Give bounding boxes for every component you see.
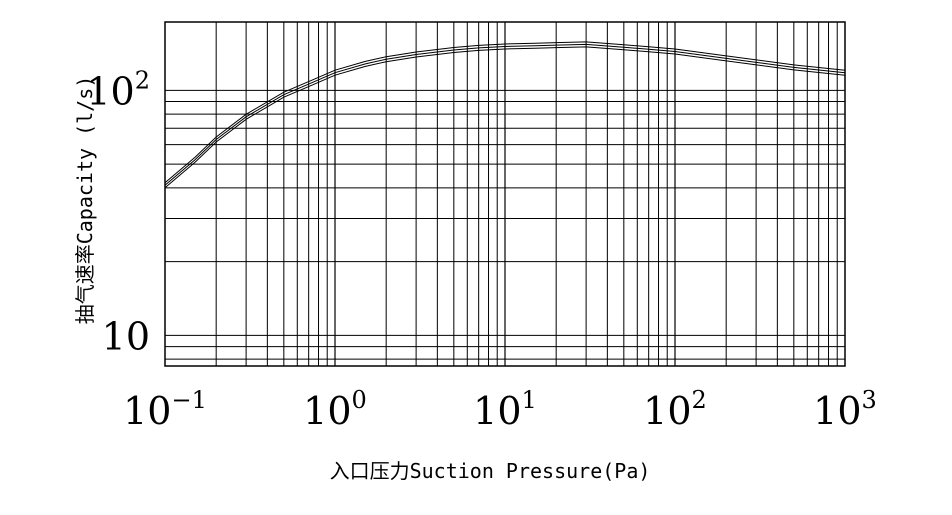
series-line	[164, 41, 846, 184]
x-axis-title: 入口压力Suction Pressure(Pa)	[330, 459, 651, 483]
y-tick-base: 10	[86, 69, 134, 113]
x-tick-labels: 10−1 100 101 102 103	[123, 386, 877, 433]
y-tick-label: 10	[102, 314, 150, 358]
series-group	[164, 41, 846, 189]
x-tick-label: 101	[473, 386, 537, 433]
x-tick-base: 10	[643, 389, 691, 433]
plot-frame	[164, 21, 846, 367]
horizontal-gridlines	[165, 89, 845, 360]
x-tick-exponent: 1	[522, 386, 537, 414]
x-tick-label: 103	[813, 386, 877, 433]
x-tick-exponent: 2	[692, 386, 707, 414]
x-tick-exponent: 0	[352, 386, 367, 414]
x-tick-exponent: 3	[862, 386, 877, 414]
vertical-gridlines	[215, 22, 838, 366]
y-tick-base: 10	[102, 314, 150, 358]
x-tick-label: 100	[303, 386, 367, 433]
y-axis-title: 抽气速率Capacity (l/s)	[73, 76, 97, 325]
x-tick-exponent: −1	[171, 386, 206, 414]
series-line	[164, 43, 846, 186]
x-tick-label: 102	[643, 386, 707, 433]
plot-border	[164, 21, 846, 367]
x-tick-base: 10	[303, 389, 351, 433]
series-line	[164, 46, 846, 189]
x-tick-base: 10	[123, 389, 171, 433]
y-tick-label: 102	[86, 66, 150, 113]
x-tick-label: 10−1	[123, 386, 207, 433]
x-tick-base: 10	[473, 389, 521, 433]
y-tick-exponent: 2	[135, 66, 150, 94]
x-tick-base: 10	[813, 389, 861, 433]
